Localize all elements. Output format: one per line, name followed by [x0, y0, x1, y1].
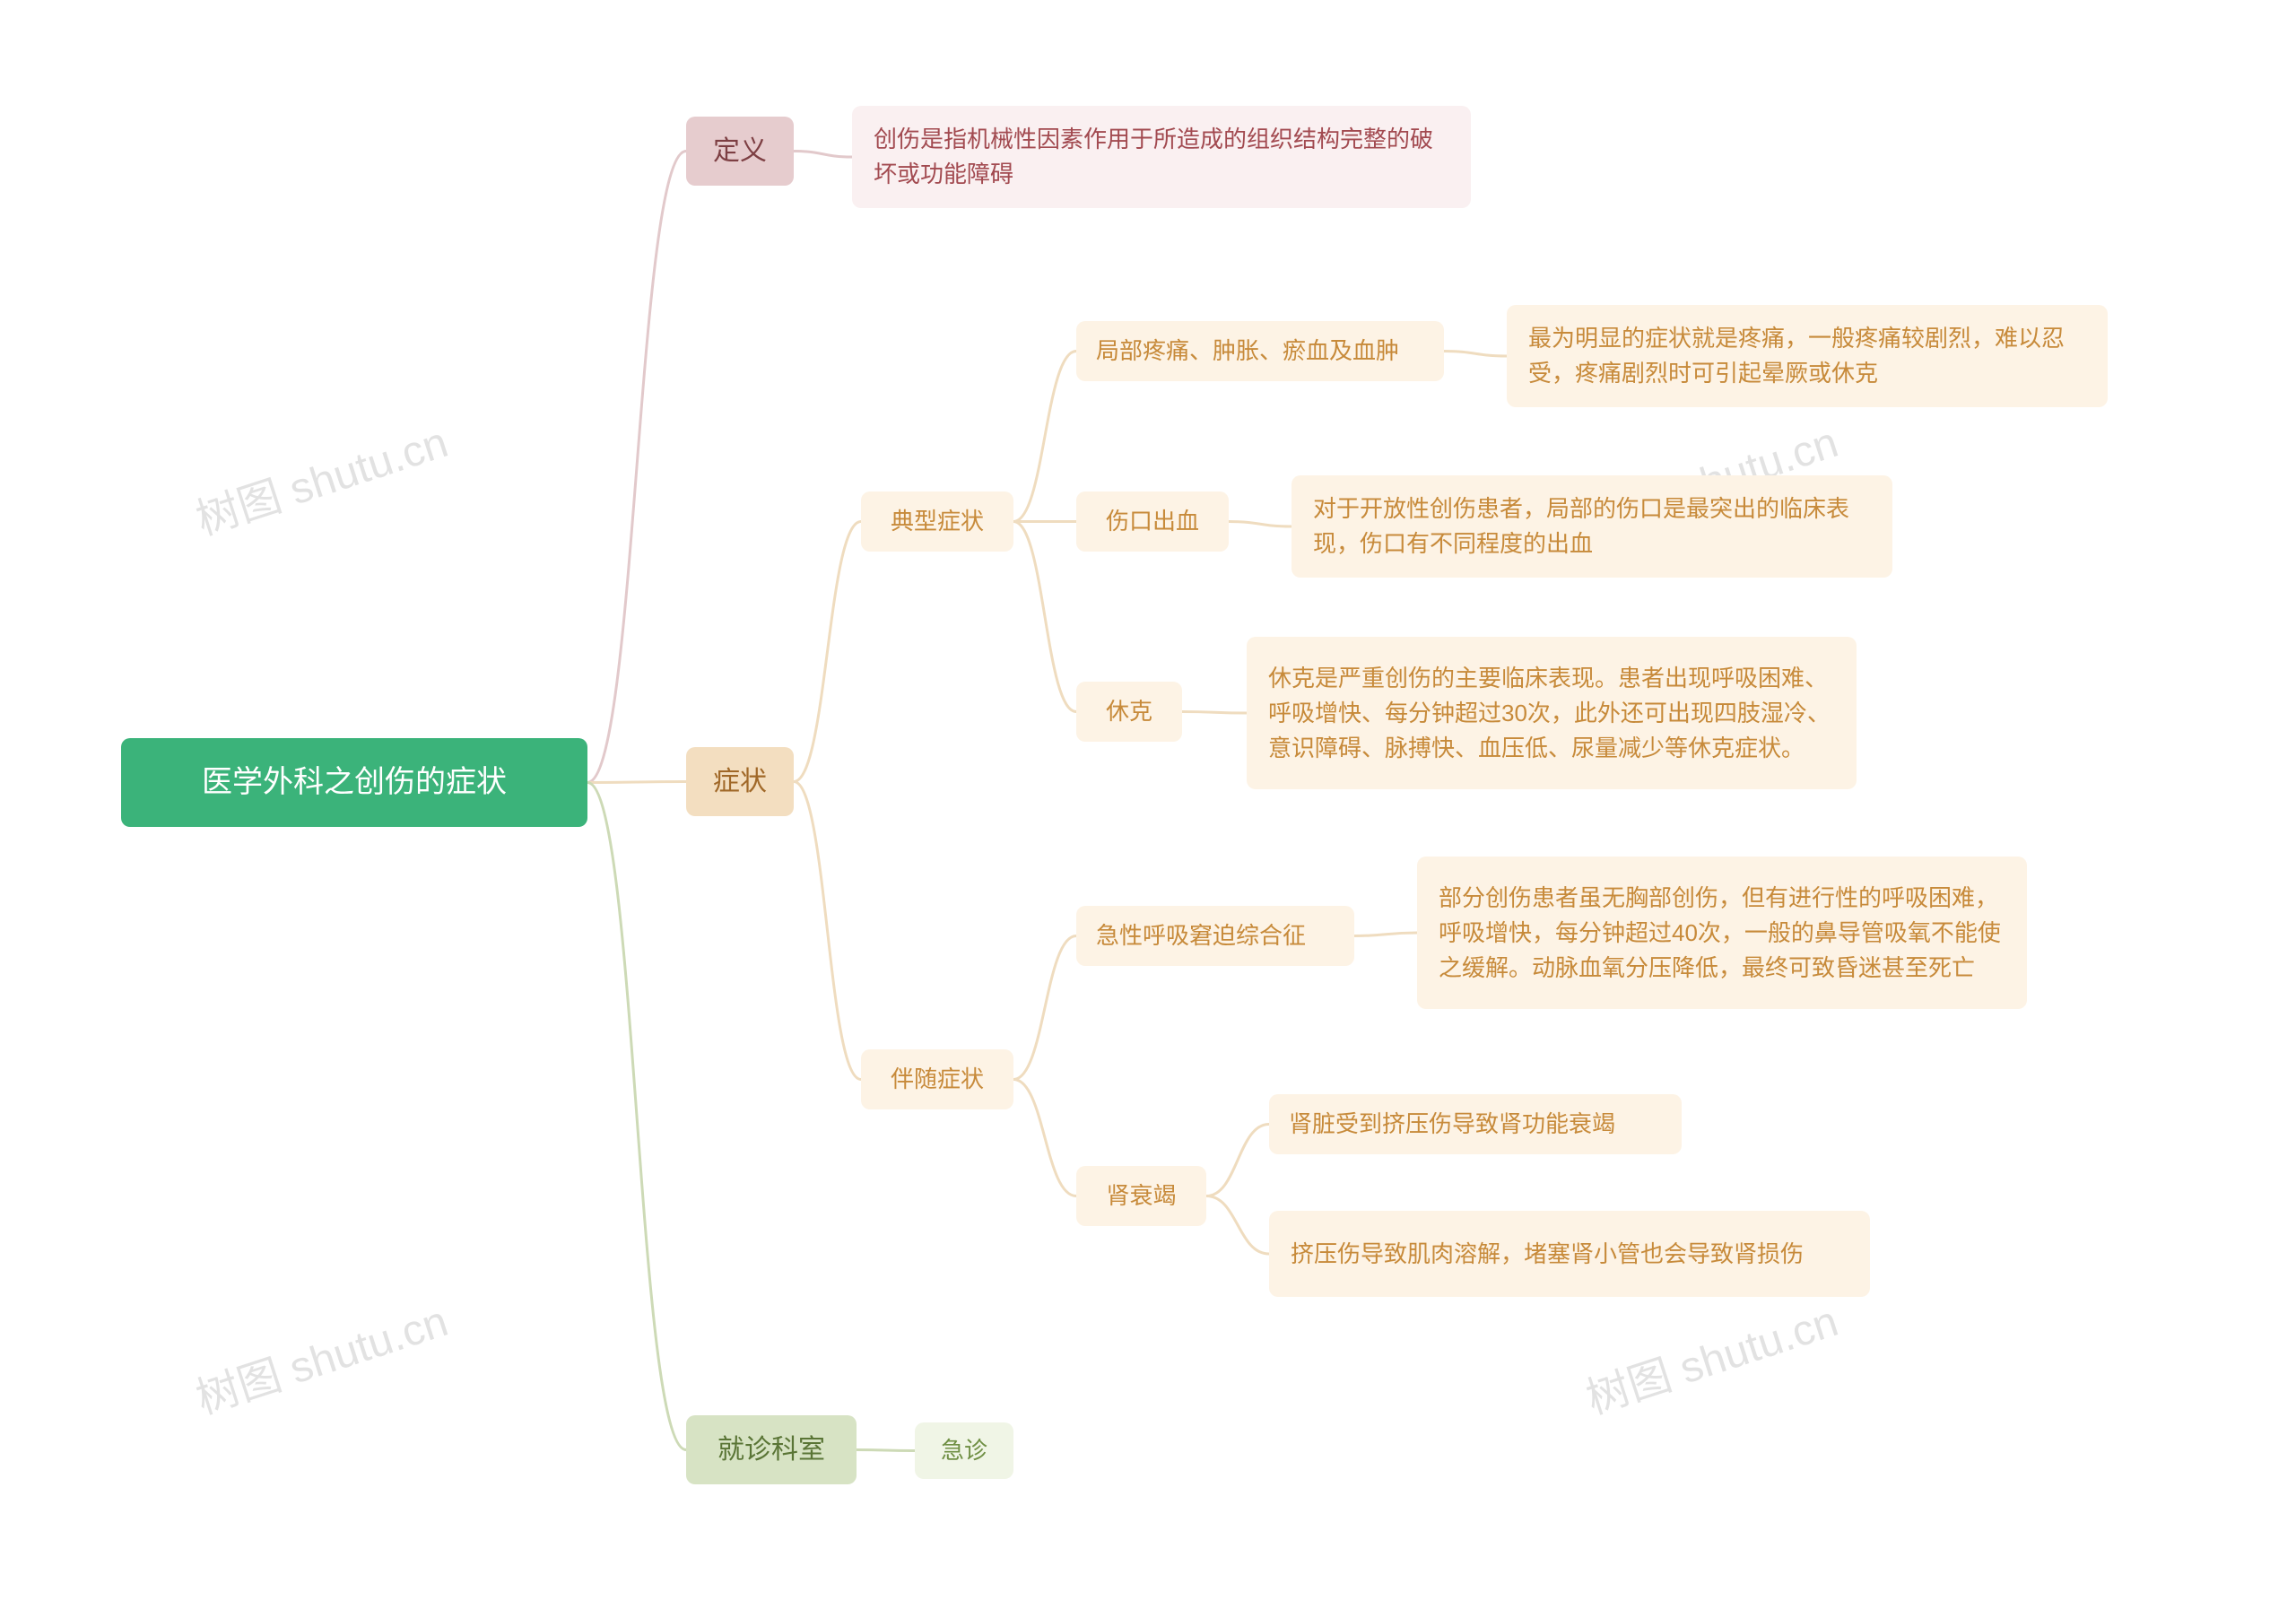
- mindmap-node-acc: 伴随症状: [861, 1049, 1013, 1109]
- connector: [1444, 352, 1507, 357]
- mindmap-node-acc_a_detail: 部分创伤患者虽无胸部创伤，但有进行性的呼吸困难，呼吸增快，每分钟超过40次，一般…: [1417, 857, 2027, 1009]
- mindmap-node-acc_a: 急性呼吸窘迫综合征: [1076, 906, 1354, 966]
- mindmap-node-label: 定义: [713, 131, 767, 171]
- connector: [1013, 936, 1076, 1080]
- mindmap-node-label: 局部疼痛、肿胀、瘀血及血肿: [1096, 334, 1399, 369]
- mindmap-node-label: 挤压伤导致肌肉溶解，堵塞肾小管也会导致肾损伤: [1291, 1237, 1804, 1272]
- mindmap-node-typ_c_detail: 休克是严重创伤的主要临床表现。患者出现呼吸困难、呼吸增快、每分钟超过30次，此外…: [1247, 637, 1857, 789]
- mindmap-node-def_detail: 创伤是指机械性因素作用于所造成的组织结构完整的破坏或功能障碍: [852, 106, 1471, 208]
- mindmap-node-dept: 就诊科室: [686, 1415, 857, 1484]
- mindmap-node-label: 肾衰竭: [1106, 1178, 1176, 1213]
- mindmap-node-label: 急诊: [941, 1433, 987, 1468]
- mindmap-node-typ_b_detail: 对于开放性创伤患者，局部的伤口是最突出的临床表现，伤口有不同程度的出血: [1292, 475, 1892, 578]
- connector: [1229, 522, 1292, 527]
- connector: [587, 782, 686, 783]
- connector: [794, 522, 861, 782]
- mindmap-node-dept_detail: 急诊: [915, 1422, 1013, 1479]
- mindmap-node-def: 定义: [686, 117, 794, 186]
- mindmap-node-typ_c: 休克: [1076, 682, 1182, 742]
- watermark: 树图 shutu.cn: [187, 1286, 454, 1426]
- mindmap-node-label: 最为明显的症状就是疼痛，一般疼痛较剧烈，难以忍受，疼痛剧烈时可引起晕厥或休克: [1528, 321, 2086, 391]
- connector: [1013, 352, 1076, 522]
- mindmap-node-sym: 症状: [686, 747, 794, 816]
- connector: [1354, 933, 1417, 936]
- connector: [587, 783, 686, 1450]
- connector: [587, 152, 686, 783]
- connector: [1013, 522, 1076, 712]
- mindmap-node-typ_a_detail: 最为明显的症状就是疼痛，一般疼痛较剧烈，难以忍受，疼痛剧烈时可引起晕厥或休克: [1507, 305, 2108, 407]
- mindmap-node-typ: 典型症状: [861, 491, 1013, 552]
- connector: [1206, 1196, 1269, 1255]
- connector: [1206, 1125, 1269, 1196]
- connector: [1013, 1080, 1076, 1196]
- mindmap-node-label: 部分创伤患者虽无胸部创伤，但有进行性的呼吸困难，呼吸增快，每分钟超过40次，一般…: [1439, 881, 2005, 986]
- mindmap-node-label: 对于开放性创伤患者，局部的伤口是最突出的临床表现，伤口有不同程度的出血: [1313, 491, 1871, 561]
- mindmap-node-label: 休克是严重创伤的主要临床表现。患者出现呼吸困难、呼吸增快、每分钟超过30次，此外…: [1268, 661, 1835, 766]
- mindmap-node-label: 症状: [713, 761, 767, 802]
- mindmap-node-label: 伴随症状: [891, 1062, 984, 1097]
- mindmap-node-label: 伤口出血: [1106, 504, 1199, 539]
- connector: [857, 1450, 915, 1451]
- connector: [1182, 712, 1247, 714]
- mindmap-node-label: 就诊科室: [718, 1430, 825, 1470]
- mindmap-node-typ_b: 伤口出血: [1076, 491, 1229, 552]
- mindmap-stage: 树图 shutu.cn树图 shutu.cn树图 shutu.cn树图 shut…: [0, 0, 2296, 1609]
- mindmap-node-label: 休克: [1106, 694, 1152, 729]
- mindmap-node-label: 创伤是指机械性因素作用于所造成的组织结构完整的破坏或功能障碍: [874, 122, 1449, 192]
- connector: [794, 782, 861, 1080]
- mindmap-node-label: 肾脏受到挤压伤导致肾功能衰竭: [1289, 1107, 1615, 1142]
- connector: [794, 152, 852, 158]
- mindmap-node-label: 急性呼吸窘迫综合征: [1096, 918, 1306, 953]
- watermark: 树图 shutu.cn: [187, 407, 454, 547]
- watermark: 树图 shutu.cn: [1577, 1286, 1844, 1426]
- mindmap-node-acc_b_detail1: 肾脏受到挤压伤导致肾功能衰竭: [1269, 1094, 1682, 1154]
- mindmap-node-acc_b: 肾衰竭: [1076, 1166, 1206, 1226]
- mindmap-node-acc_b_detail2: 挤压伤导致肌肉溶解，堵塞肾小管也会导致肾损伤: [1269, 1211, 1870, 1297]
- mindmap-node-label: 典型症状: [891, 504, 984, 539]
- mindmap-node-typ_a: 局部疼痛、肿胀、瘀血及血肿: [1076, 321, 1444, 381]
- mindmap-node-root: 医学外科之创伤的症状: [121, 738, 587, 827]
- mindmap-node-label: 医学外科之创伤的症状: [202, 760, 507, 805]
